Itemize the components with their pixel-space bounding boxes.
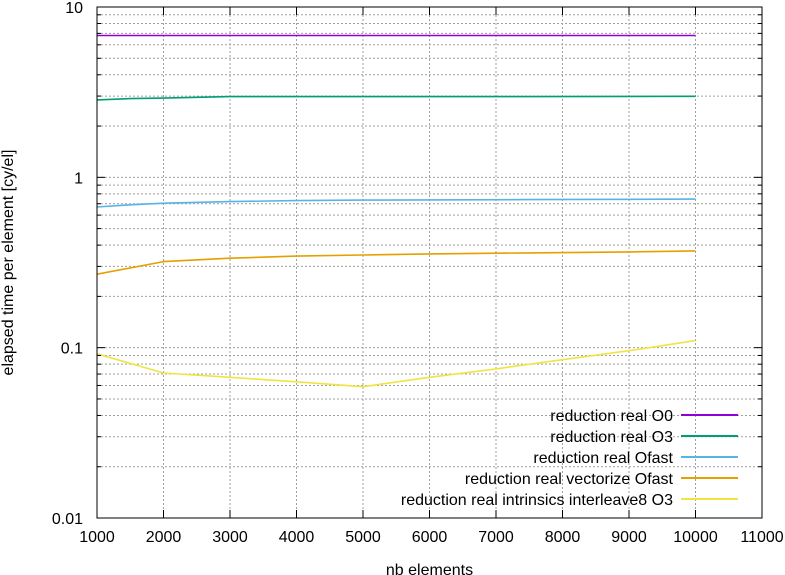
y-tick-labels: 0.01 0.1 1 10 bbox=[52, 0, 83, 528]
legend-label: reduction real vectorize Ofast bbox=[465, 471, 674, 488]
x-tick-label: 8000 bbox=[545, 529, 581, 546]
series-lines bbox=[96, 34, 696, 388]
y-tick-label: 10 bbox=[65, 0, 83, 17]
x-tick-label: 4000 bbox=[279, 529, 315, 546]
x-axis-label: nb elements bbox=[386, 562, 473, 575]
series-line bbox=[96, 339, 696, 388]
legend-label: reduction real O3 bbox=[550, 429, 673, 446]
x-tick-label: 6000 bbox=[412, 529, 448, 546]
x-tick-label: 3000 bbox=[212, 529, 248, 546]
y-tick-label: 1 bbox=[74, 170, 83, 187]
x-tick-label: 11000 bbox=[740, 529, 783, 546]
x-tick-label: 5000 bbox=[345, 529, 381, 546]
axis-ticks bbox=[96, 7, 763, 518]
x-tick-label: 1000 bbox=[79, 529, 115, 546]
legend-label: reduction real O0 bbox=[550, 408, 673, 425]
series-line bbox=[96, 95, 696, 101]
series-line bbox=[96, 198, 696, 208]
x-tick-label: 2000 bbox=[146, 529, 182, 546]
x-tick-label: 7000 bbox=[478, 529, 514, 546]
y-tick-label: 0.1 bbox=[61, 341, 83, 358]
y-tick-label: 0.01 bbox=[52, 511, 83, 528]
x-tick-label: 9000 bbox=[611, 529, 647, 546]
x-tick-labels: 1000 2000 3000 4000 5000 6000 7000 8000 9000 1000… bbox=[79, 529, 784, 546]
legend: reduction real O0 reduction real O3 reduct… bbox=[401, 408, 738, 509]
x-tick-label: 10000 bbox=[673, 529, 718, 546]
series-line bbox=[96, 250, 696, 275]
legend-label: reduction real intrinsics interleave8 O3 bbox=[401, 492, 673, 509]
y-axis-label: elapsed time per element [cy/el] bbox=[0, 150, 17, 376]
legend-label: reduction real Ofast bbox=[533, 450, 673, 467]
